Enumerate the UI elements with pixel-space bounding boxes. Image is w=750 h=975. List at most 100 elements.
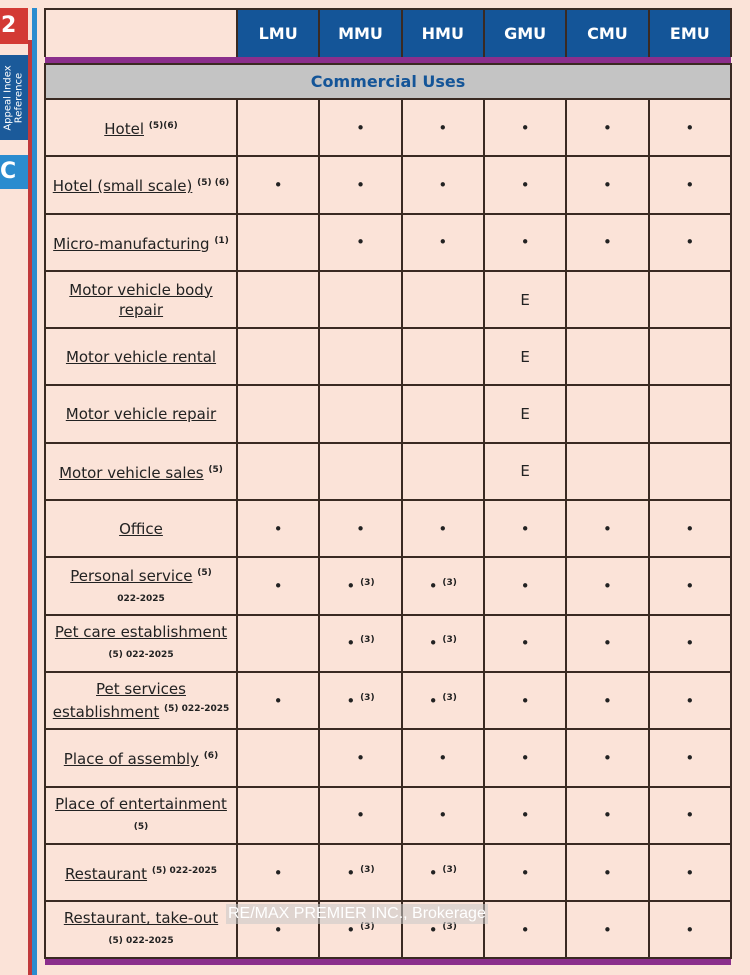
permission-mark: •	[438, 519, 448, 538]
use-cell: Hotel (small scale) (5) (6)	[44, 155, 238, 215]
permission-cell: •	[400, 728, 485, 788]
use-link[interactable]: Place of entertainment	[55, 794, 227, 813]
use-link[interactable]: Motor vehicle repair	[65, 405, 217, 424]
use-link[interactable]: Personal service	[70, 567, 193, 586]
permission-cell: •	[400, 499, 485, 559]
column-header: LMU	[235, 8, 321, 57]
permission-cell: •	[235, 155, 321, 215]
permission-cell	[647, 384, 733, 444]
permission-cell: •	[235, 670, 321, 731]
permission-cell: •	[565, 499, 650, 559]
permission-cell	[565, 327, 650, 387]
use-link[interactable]: Motor vehicle body repair	[69, 280, 213, 319]
permission-cell: E	[482, 384, 568, 444]
use-cell: Personal service (5) 022-2025	[44, 556, 238, 616]
permission-cell: •	[565, 670, 650, 731]
permission-cell	[647, 441, 733, 502]
use-link[interactable]: Hotel (small scale)	[52, 177, 193, 196]
permission-mark: •	[438, 748, 448, 767]
use-cell: Place of assembly (6)	[44, 728, 238, 788]
footnote: (5) 022-2025	[164, 704, 230, 715]
permission-cell	[647, 327, 733, 387]
cell-footnote: (3)	[360, 578, 375, 589]
permission-cell: •	[647, 97, 733, 158]
permission-cell	[400, 269, 485, 330]
permission-cell	[235, 97, 321, 158]
permission-mark: •	[685, 806, 695, 825]
use-link[interactable]: Motor vehicle sales	[59, 463, 204, 482]
permission-cell	[400, 327, 485, 387]
permission-cell	[647, 269, 733, 330]
use-link[interactable]: Office	[119, 519, 163, 538]
permission-cell: •	[482, 556, 568, 616]
footnote: (5) (6)	[197, 178, 230, 189]
permission-cell: •	[647, 556, 733, 616]
permission-cell: E	[482, 327, 568, 387]
footnote: (5)	[208, 464, 223, 475]
permission-cell: •	[235, 499, 321, 559]
permission-cell: •	[647, 155, 733, 215]
permission-cell	[235, 728, 321, 788]
use-link[interactable]: Motor vehicle rental	[65, 347, 217, 366]
permission-cell: •	[565, 556, 650, 616]
permission-cell	[400, 384, 485, 444]
permission-mark: •	[428, 691, 438, 710]
permission-cell	[318, 327, 403, 387]
permission-cell: •	[235, 842, 321, 903]
table-row: Motor vehicle repair E	[44, 384, 733, 444]
permission-cell: •	[482, 155, 568, 215]
table-row: Hotel (5)(6) • • • • •	[44, 97, 733, 158]
cell-footnote: (3)	[360, 635, 375, 646]
permission-mark: •	[356, 175, 365, 194]
use-link[interactable]: Pet services establishment	[52, 680, 186, 722]
table-row: Hotel (small scale) (5) (6) • • • • • •	[44, 155, 733, 215]
section-tab[interactable]: C	[0, 155, 28, 189]
permission-cell: •	[565, 155, 650, 215]
cell-footnote: (3)	[442, 921, 457, 932]
appeal-index-tab[interactable]: Appeal Index Reference	[0, 55, 28, 140]
permission-cell: •	[482, 670, 568, 731]
table-row: Motor vehicle sales (5) E	[44, 441, 733, 502]
use-link[interactable]: Micro-manufacturing	[53, 234, 210, 253]
permission-cell	[235, 441, 321, 502]
permission-cell: •	[318, 97, 403, 158]
permission-cell: •	[565, 842, 650, 903]
use-cell: Pet services establishment (5) 022-2025	[44, 670, 238, 731]
chapter-tab[interactable]: 2	[0, 8, 28, 44]
permission-cell: •	[318, 785, 403, 845]
permission-cell	[565, 269, 650, 330]
use-cell: Motor vehicle sales (5)	[44, 441, 238, 502]
use-link[interactable]: Hotel	[104, 120, 144, 139]
use-link[interactable]: Restaurant, take-out	[63, 909, 219, 928]
use-link[interactable]: Pet care establishment	[54, 622, 228, 641]
permission-cell: •	[565, 785, 650, 845]
use-cell: Motor vehicle body repair	[44, 269, 238, 330]
permission-mark: •	[346, 863, 356, 882]
permission-mark: •	[603, 175, 612, 194]
permission-mark: •	[685, 118, 695, 137]
use-cell: Pet care establishment (5) 022-2025	[44, 613, 238, 673]
footnote: (5) 022-2025	[108, 936, 174, 947]
permission-mark: •	[356, 233, 365, 252]
table-row: Restaurant (5) 022-2025 • • (3) • (3) • • •	[44, 842, 733, 903]
permission-mark: •	[428, 863, 438, 882]
permission-cell: •	[318, 212, 403, 272]
permission-cell: •	[565, 97, 650, 158]
permission-cell: •	[647, 900, 733, 960]
permission-mark: •	[685, 577, 695, 596]
permission-cell: • (3)	[318, 613, 403, 673]
permission-mark: •	[356, 806, 365, 825]
permission-cell: •	[400, 212, 485, 272]
use-cell: Office	[44, 499, 238, 559]
permission-cell: •	[482, 212, 568, 272]
footnote: (5)	[197, 568, 212, 579]
permission-mark: •	[685, 691, 695, 710]
permission-cell: E	[482, 269, 568, 330]
permission-mark: •	[356, 748, 365, 767]
permission-mark: •	[346, 634, 356, 653]
use-link[interactable]: Restaurant	[64, 865, 148, 883]
permission-mark: •	[273, 691, 283, 710]
cell-footnote: (3)	[442, 864, 457, 875]
permission-mark: •	[356, 519, 365, 538]
use-link[interactable]: Place of assembly	[63, 750, 199, 769]
